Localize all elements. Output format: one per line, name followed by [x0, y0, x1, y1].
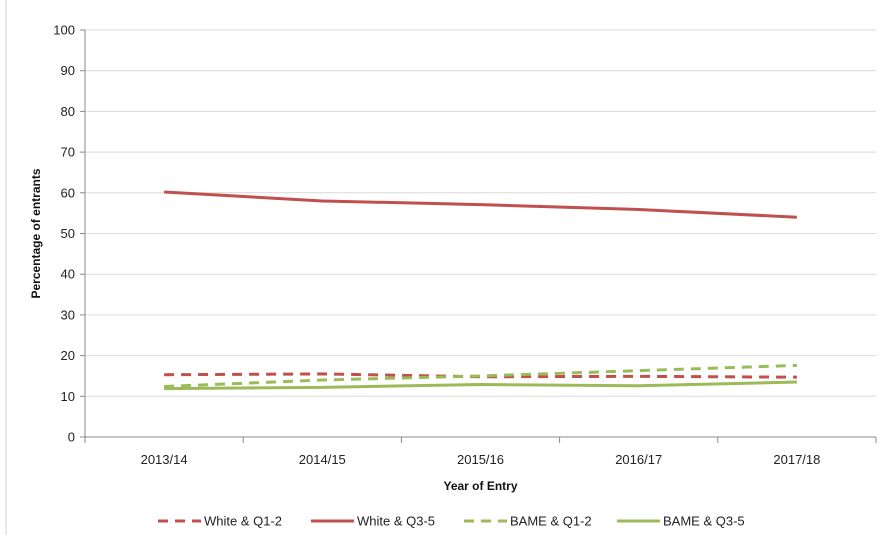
legend-label: BAME & Q1-2	[510, 514, 592, 529]
legend-label: BAME & Q3-5	[663, 514, 745, 529]
y-tick-label: 80	[61, 104, 75, 119]
gridlines	[85, 29, 876, 397]
y-tick-label: 0	[68, 430, 75, 445]
x-tick-label: 2016/17	[615, 452, 662, 467]
series-line-3	[164, 363, 797, 389]
x-tick-label: 2017/18	[773, 452, 820, 467]
y-tick-label: 40	[61, 267, 75, 282]
y-tick-label: 60	[61, 185, 75, 200]
series-lines	[164, 190, 797, 391]
y-tick-label: 30	[61, 307, 75, 322]
x-tick-labels: 2013/14 2014/15 2015/16 2016/17 2017/18	[141, 452, 821, 467]
y-tick-label: 70	[61, 145, 75, 160]
y-tick-label: 20	[61, 348, 75, 363]
y-tick-label: 100	[53, 23, 75, 38]
y-tick-label: 10	[61, 389, 75, 404]
y-tick-label: 90	[61, 63, 75, 78]
legend: White & Q1-2 White & Q3-5 BAME & Q1-2 BAME …	[158, 514, 745, 529]
series-line-4	[164, 380, 797, 391]
x-tick-label: 2015/16	[457, 452, 504, 467]
y-axis-title: Percentage of entrants	[29, 168, 43, 298]
y-tick-labels: 0 10 20 30 40 50 60 70 80 90 100	[53, 23, 75, 445]
legend-label: White & Q3-5	[357, 514, 435, 529]
y-tick-label: 50	[61, 226, 75, 241]
x-axis-title: Year of Entry	[443, 479, 517, 493]
x-tick-label: 2013/14	[141, 452, 188, 467]
axes	[80, 29, 877, 443]
legend-label: White & Q1-2	[204, 514, 282, 529]
series-line-2	[164, 190, 797, 219]
series-line-1	[164, 372, 797, 379]
x-tick-label: 2014/15	[299, 452, 346, 467]
